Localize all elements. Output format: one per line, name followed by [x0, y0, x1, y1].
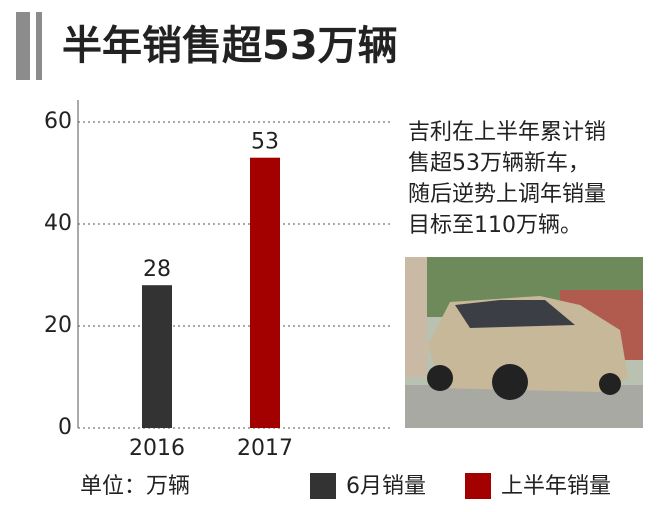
- bar: [250, 157, 280, 428]
- legend-label: 上半年销量: [501, 474, 611, 499]
- legend-swatch: [310, 473, 336, 499]
- y-tick-label: 20: [44, 313, 72, 338]
- x-tick-label: 2017: [237, 436, 293, 461]
- title-decoration: [16, 12, 30, 80]
- description-line: 目标至110万辆。: [408, 213, 582, 238]
- description-line: 随后逆势上调年销量: [408, 182, 606, 207]
- y-tick-label: 0: [58, 415, 72, 440]
- y-tick-label: 40: [44, 211, 72, 236]
- description-line: 吉利在上半年累计销: [408, 120, 606, 145]
- chart-title: 半年销售超53万辆: [62, 23, 398, 69]
- description-line: 售超53万辆新车，: [408, 151, 590, 176]
- unit-label: 单位：万辆: [80, 474, 190, 499]
- legend-swatch: [465, 473, 491, 499]
- photo: [405, 257, 643, 428]
- value-label: 53: [251, 130, 279, 155]
- x-tick-label: 2016: [129, 436, 185, 461]
- value-label: 28: [143, 257, 171, 282]
- legend-label: 6月销量: [346, 474, 426, 499]
- bar: [142, 285, 172, 428]
- y-tick-label: 60: [44, 109, 72, 134]
- title-decoration: [36, 12, 42, 80]
